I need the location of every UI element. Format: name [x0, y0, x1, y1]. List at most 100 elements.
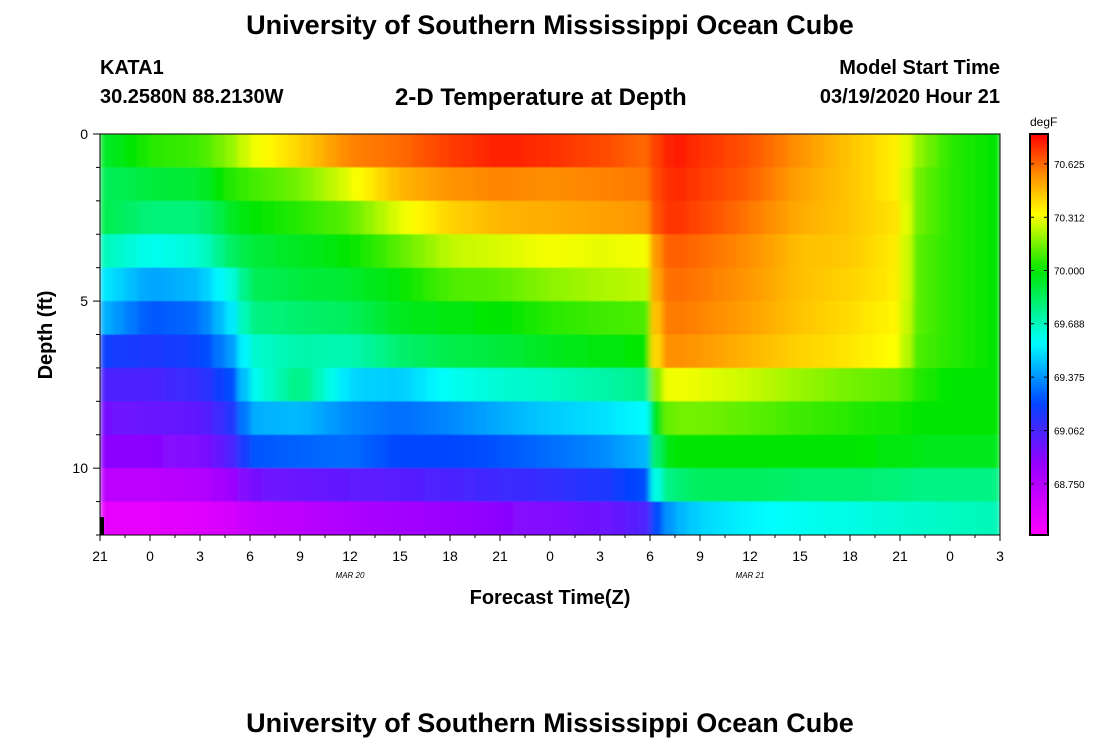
heatmap-cell	[437, 200, 451, 235]
heatmap-cell	[975, 301, 989, 336]
heatmap-cell	[625, 468, 639, 503]
heatmap-cell	[737, 301, 751, 336]
heatmap-cell	[425, 301, 439, 336]
heatmap-cell	[550, 367, 564, 402]
heatmap-cell	[775, 167, 789, 202]
heatmap-cell	[850, 434, 864, 469]
heatmap-cell	[100, 434, 114, 469]
heatmap-cell	[725, 434, 739, 469]
heatmap-cell	[725, 367, 739, 402]
heatmap-cell	[512, 401, 526, 436]
heatmap-cell	[550, 501, 564, 535]
heatmap-cell	[387, 301, 401, 336]
heatmap-cell	[162, 501, 176, 535]
heatmap-cell	[275, 501, 289, 535]
heatmap-cell	[150, 334, 164, 369]
heatmap-cell	[737, 334, 751, 369]
heatmap-cell	[337, 401, 351, 436]
heatmap-cell	[762, 167, 776, 202]
heatmap-cell	[612, 468, 626, 503]
heatmap-cell	[925, 200, 939, 235]
heatmap-cell	[887, 434, 901, 469]
heatmap-cell	[175, 267, 189, 302]
heatmap-cell	[112, 434, 126, 469]
heatmap-cell	[950, 134, 964, 169]
heatmap-cell	[737, 501, 751, 535]
heatmap-cell	[287, 134, 301, 169]
heatmap-cell	[725, 501, 739, 535]
heatmap-cell	[425, 367, 439, 402]
heatmap-cell	[575, 334, 589, 369]
heatmap-cell	[375, 401, 389, 436]
heatmap-cell	[425, 334, 439, 369]
heatmap-cell	[500, 401, 514, 436]
heatmap-cell	[662, 367, 676, 402]
heatmap-cell	[862, 468, 876, 503]
x-tick-label: 3	[596, 548, 604, 564]
heatmap-cell	[600, 367, 614, 402]
heatmap-cell	[275, 267, 289, 302]
heatmap-cell	[587, 468, 601, 503]
heatmap-cell	[350, 167, 364, 202]
heatmap-cell	[462, 267, 476, 302]
heatmap-cell	[125, 234, 139, 269]
heatmap-cell	[475, 367, 489, 402]
heatmap-cell	[825, 134, 839, 169]
heatmap-cell	[950, 200, 964, 235]
x-date-label: MAR 21	[736, 571, 765, 580]
heatmap-cell	[475, 267, 489, 302]
heatmap-cell	[912, 501, 926, 535]
heatmap-cell	[787, 301, 801, 336]
heatmap-cell	[437, 134, 451, 169]
heatmap-cell	[275, 367, 289, 402]
heatmap-cell	[550, 334, 564, 369]
heatmap-cell	[737, 434, 751, 469]
heatmap-cell	[212, 367, 226, 402]
heatmap-cell	[175, 501, 189, 535]
corner-marker	[100, 517, 104, 535]
heatmap-cell	[687, 434, 701, 469]
heatmap-cell	[100, 267, 114, 302]
heatmap-cell	[512, 468, 526, 503]
heatmap-cell	[500, 468, 514, 503]
heatmap-cell	[487, 134, 501, 169]
heatmap-cell	[700, 134, 714, 169]
heatmap-cell	[375, 167, 389, 202]
heatmap-cell	[775, 134, 789, 169]
heatmap-cell	[450, 167, 464, 202]
heatmap-cell	[837, 334, 851, 369]
heatmap-cell	[187, 167, 201, 202]
heatmap-cell	[250, 367, 264, 402]
heatmap-cell	[137, 367, 151, 402]
heatmap-cell	[512, 134, 526, 169]
heatmap-cell	[637, 501, 651, 535]
heatmap-cell	[175, 200, 189, 235]
heatmap-cell	[187, 334, 201, 369]
heatmap-cell	[350, 267, 364, 302]
heatmap-cell	[262, 200, 276, 235]
heatmap-cell	[350, 334, 364, 369]
heatmap-cell	[587, 401, 601, 436]
heatmap-cell	[300, 367, 314, 402]
heatmap-cell	[900, 501, 914, 535]
heatmap-cell	[437, 267, 451, 302]
heatmap-cell	[162, 134, 176, 169]
heatmap-cell	[900, 334, 914, 369]
heatmap-cell	[612, 234, 626, 269]
heatmap-cell	[512, 501, 526, 535]
heatmap-cell	[637, 234, 651, 269]
heatmap-cell	[962, 468, 976, 503]
heatmap-cell	[625, 501, 639, 535]
heatmap-cell	[262, 134, 276, 169]
heatmap-cell	[150, 134, 164, 169]
heatmap-cell	[437, 301, 451, 336]
chart-subtitle: 2-D Temperature at Depth	[395, 84, 687, 111]
heatmap-cell	[875, 468, 889, 503]
heatmap-cell	[587, 200, 601, 235]
heatmap-cell	[700, 267, 714, 302]
heatmap-cell	[725, 134, 739, 169]
heatmap-cell	[587, 167, 601, 202]
heatmap-cell	[975, 167, 989, 202]
heatmap-cell	[662, 301, 676, 336]
heatmap-cell	[450, 468, 464, 503]
